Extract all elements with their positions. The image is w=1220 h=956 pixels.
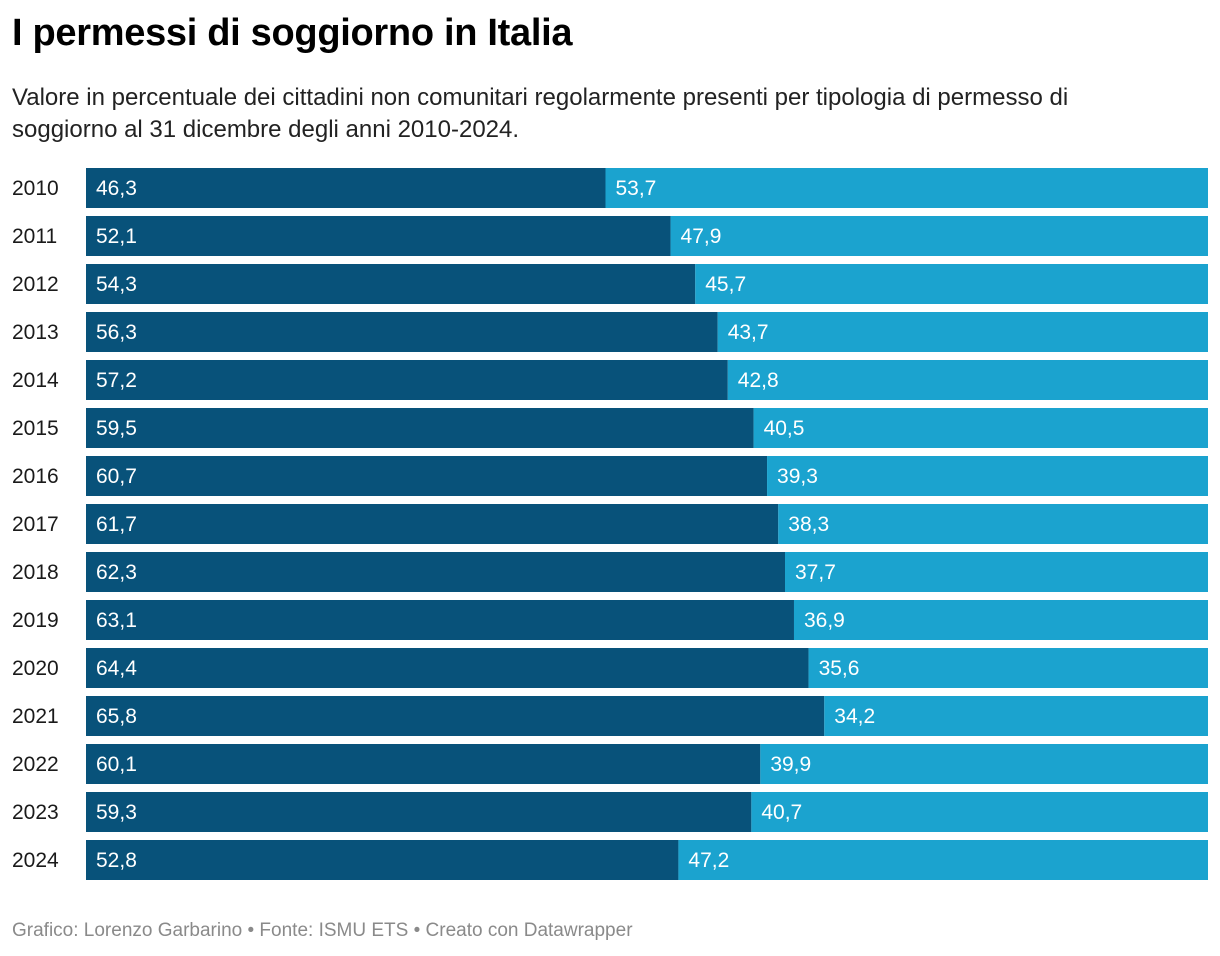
- chart-subtitle: Valore in percentuale dei cittadini non …: [12, 84, 1069, 143]
- value-label-1-2020: 64,4: [96, 657, 137, 680]
- bar-segment-1-2012: [86, 264, 696, 304]
- bar-segment-2-2016: [767, 456, 1208, 496]
- year-label-2013: 2013: [12, 321, 59, 344]
- bar-segment-2-2011: [670, 216, 1208, 256]
- bar-segment-1-2022: [86, 744, 761, 784]
- value-label-1-2023: 59,3: [96, 801, 137, 824]
- bar-segment-1-2024: [86, 840, 679, 880]
- bar-segment-2-2014: [727, 360, 1208, 400]
- bar-segment-2-2013: [717, 312, 1208, 352]
- value-label-2-2018: 37,7: [795, 561, 836, 584]
- year-label-2015: 2015: [12, 417, 59, 440]
- year-label-2014: 2014: [12, 369, 59, 392]
- year-label-2020: 2020: [12, 657, 59, 680]
- value-label-1-2010: 46,3: [96, 177, 137, 200]
- bar-segment-2-2010: [605, 168, 1208, 208]
- value-label-1-2014: 57,2: [96, 369, 137, 392]
- bar-segment-2-2023: [751, 792, 1208, 832]
- value-label-2-2017: 38,3: [788, 513, 829, 536]
- stacked-bar-chart: 2010 46,3 53,7 2011 52,1 47,9 2012 54,3 45,7 2013…: [12, 168, 1208, 880]
- year-label-2022: 2022: [12, 753, 59, 776]
- year-label-2016: 2016: [12, 465, 59, 488]
- value-label-2-2020: 35,6: [819, 657, 860, 680]
- chart-footer-credit: Grafico: Lorenzo Garbarino • Fonte: ISMU…: [12, 920, 633, 941]
- year-label-2012: 2012: [12, 273, 59, 296]
- bar-segment-2-2022: [760, 744, 1208, 784]
- value-label-1-2024: 52,8: [96, 849, 137, 872]
- value-label-1-2011: 52,1: [96, 225, 137, 248]
- value-label-2-2014: 42,8: [738, 369, 779, 392]
- value-label-2-2016: 39,3: [777, 465, 818, 488]
- value-label-2-2023: 40,7: [761, 801, 802, 824]
- year-label-2010: 2010: [12, 177, 59, 200]
- value-label-2-2010: 53,7: [615, 177, 656, 200]
- value-label-2-2013: 43,7: [728, 321, 769, 344]
- value-label-1-2019: 63,1: [96, 609, 137, 632]
- bar-segment-1-2017: [86, 504, 779, 544]
- bar-segment-1-2015: [86, 408, 754, 448]
- bar-segment-1-2019: [86, 600, 794, 640]
- bar-segment-1-2021: [86, 696, 825, 736]
- bar-segment-1-2023: [86, 792, 752, 832]
- value-label-2-2012: 45,7: [705, 273, 746, 296]
- bar-segment-2-2015: [753, 408, 1208, 448]
- bar-segment-2-2024: [678, 840, 1208, 880]
- value-label-1-2013: 56,3: [96, 321, 137, 344]
- value-label-1-2021: 65,8: [96, 705, 137, 728]
- value-label-2-2011: 47,9: [681, 225, 722, 248]
- bar-segment-2-2017: [778, 504, 1208, 544]
- year-label-2017: 2017: [12, 513, 59, 536]
- year-label-2011: 2011: [12, 225, 57, 248]
- bar-segment-1-2014: [86, 360, 728, 400]
- value-label-2-2024: 47,2: [688, 849, 729, 872]
- value-label-1-2018: 62,3: [96, 561, 137, 584]
- value-label-1-2015: 59,5: [96, 417, 137, 440]
- bar-segment-1-2020: [86, 648, 809, 688]
- value-label-2-2022: 39,9: [770, 753, 811, 776]
- bar-segment-2-2019: [793, 600, 1208, 640]
- bar-segment-1-2018: [86, 552, 786, 592]
- bar-segment-1-2011: [86, 216, 671, 256]
- year-label-2019: 2019: [12, 609, 59, 632]
- value-label-1-2012: 54,3: [96, 273, 137, 296]
- chart-title: I permessi di soggiorno in Italia: [12, 12, 573, 54]
- value-label-2-2019: 36,9: [804, 609, 845, 632]
- year-label-2024: 2024: [12, 849, 59, 872]
- value-label-1-2022: 60,1: [96, 753, 137, 776]
- value-label-1-2016: 60,7: [96, 465, 137, 488]
- bar-segment-1-2016: [86, 456, 768, 496]
- value-label-2-2015: 40,5: [764, 417, 805, 440]
- bar-segment-2-2020: [808, 648, 1208, 688]
- value-label-1-2017: 61,7: [96, 513, 137, 536]
- bar-segment-1-2010: [86, 168, 606, 208]
- bar-segment-2-2018: [785, 552, 1208, 592]
- bar-segment-2-2012: [695, 264, 1208, 304]
- year-label-2023: 2023: [12, 801, 59, 824]
- value-label-2-2021: 34,2: [834, 705, 875, 728]
- bar-segment-1-2013: [86, 312, 718, 352]
- year-label-2021: 2021: [12, 705, 59, 728]
- bar-segment-2-2021: [824, 696, 1208, 736]
- year-label-2018: 2018: [12, 561, 59, 584]
